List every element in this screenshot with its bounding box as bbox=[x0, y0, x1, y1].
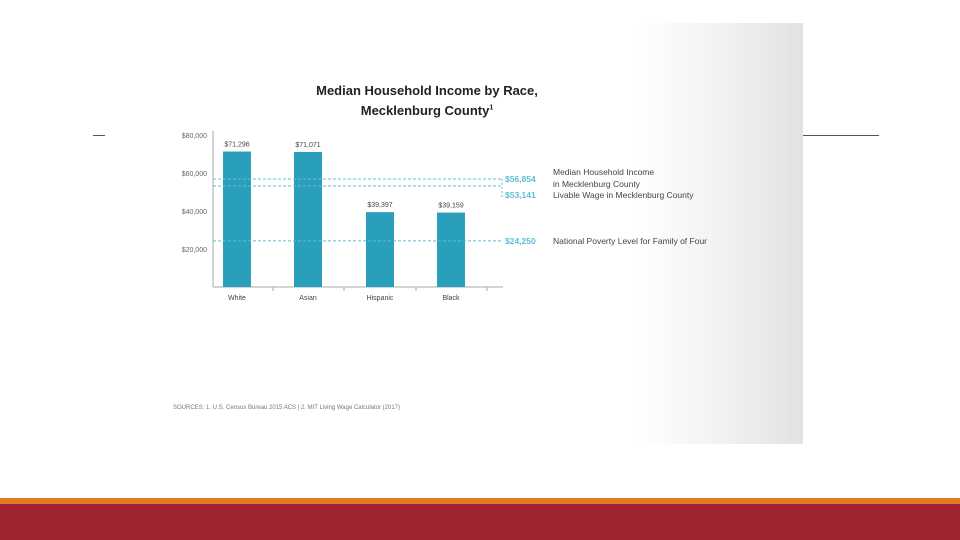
bar-asian bbox=[294, 151, 322, 287]
reference-value-label: $53,141 bbox=[505, 190, 536, 200]
chart-title-line1: Median Household Income by Race, bbox=[316, 83, 538, 98]
reference-description: Median Household Income bbox=[553, 167, 654, 177]
reference-description: Livable Wage in Mecklenburg County bbox=[553, 190, 694, 200]
chart-title-text: Mecklenburg County bbox=[360, 103, 490, 118]
x-tick-label: Asian bbox=[299, 295, 317, 302]
x-tick-label: White bbox=[228, 295, 246, 302]
bar-white bbox=[223, 151, 251, 287]
x-tick-label: Hispanic bbox=[367, 295, 394, 302]
reference-description-cont: in Mecklenburg County bbox=[553, 179, 641, 189]
header-rule-right bbox=[803, 135, 879, 136]
reference-value-label: $24,250 bbox=[505, 236, 536, 246]
bar-hispanic bbox=[366, 212, 394, 287]
y-tick-label: $80,000 bbox=[182, 133, 207, 140]
bar-value-label: $39,397 bbox=[367, 202, 392, 209]
bar-black bbox=[437, 212, 465, 287]
chart-title-superscript: 1 bbox=[489, 104, 494, 112]
x-tick-label: Black bbox=[442, 295, 460, 302]
header-rule-left bbox=[93, 135, 105, 136]
footer-red-strip bbox=[0, 504, 960, 540]
chart-title-line2: Mecklenburg County1 bbox=[167, 103, 687, 118]
y-tick-label: $20,000 bbox=[182, 247, 207, 254]
reference-description: National Poverty Level for Family of Fou… bbox=[553, 236, 707, 246]
bar-value-label: $71,071 bbox=[295, 142, 320, 149]
footer-orange-strip bbox=[0, 498, 960, 504]
reference-value-label: $56,854 bbox=[505, 174, 536, 184]
y-tick-label: $40,000 bbox=[182, 209, 207, 216]
sources-note: SOURCES: 1. U.S. Census Bureau 2015 ACS … bbox=[173, 405, 400, 411]
chart-panel: Median Household Income by Race, Mecklen… bbox=[167, 23, 803, 444]
y-tick-label: $60,000 bbox=[182, 171, 207, 178]
bar-chart: $20,000 $40,000 $60,000 $80,000 $71,296 White… bbox=[182, 131, 707, 302]
bar-value-label: $71,296 bbox=[224, 142, 249, 149]
bar-value-label: $39,159 bbox=[438, 203, 463, 210]
